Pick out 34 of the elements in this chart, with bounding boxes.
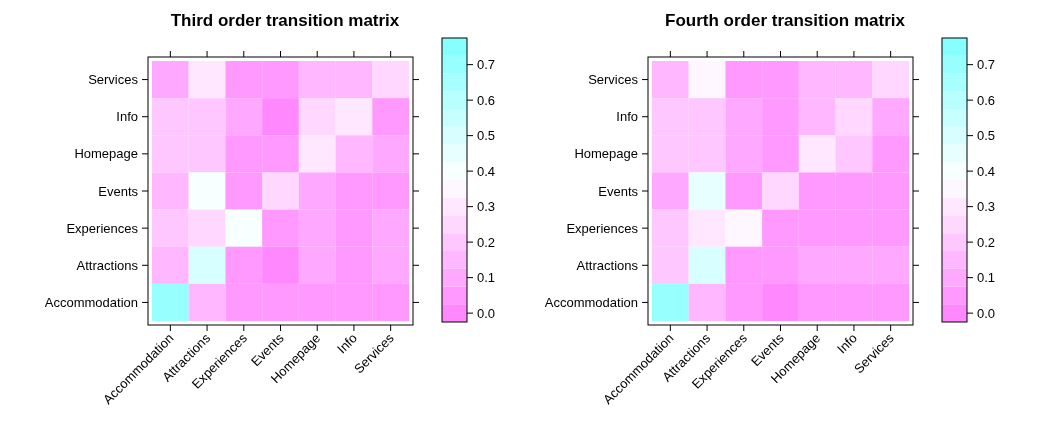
color-bar-label: 0.2 <box>477 234 496 250</box>
color-bar-label: 0.3 <box>477 199 496 215</box>
y-tick-label: Info <box>616 109 638 125</box>
color-bar-label: 0.0 <box>977 305 996 321</box>
x-tick-label: Info <box>834 330 861 357</box>
color-bar-label: 0.0 <box>477 305 496 321</box>
x-tick-label: Info <box>334 330 361 357</box>
color-bar-label: 0.6 <box>977 92 996 108</box>
y-tick-label: Attractions <box>576 257 639 273</box>
color-bar-label: 0.1 <box>477 270 496 286</box>
y-tick-label: Accommodation <box>544 294 638 310</box>
color-bar-label: 0.4 <box>977 163 996 179</box>
color-bar-label: 0.5 <box>477 128 496 144</box>
chart-title: Fourth order transition matrix <box>665 11 906 30</box>
y-tick-label: Info <box>116 109 138 125</box>
chart-title: Third order transition matrix <box>170 11 400 30</box>
color-bar-label: 0.4 <box>477 163 496 179</box>
y-tick-label: Services <box>88 72 139 88</box>
color-bar-label: 0.7 <box>977 57 996 73</box>
y-tick-label: Events <box>98 183 139 199</box>
y-tick-label: Events <box>598 183 639 199</box>
color-bar-label: 0.5 <box>977 128 996 144</box>
color-bar-label: 0.1 <box>977 270 996 286</box>
y-tick-label: Homepage <box>574 146 638 162</box>
color-bar-label: 0.3 <box>977 199 996 215</box>
y-tick-label: Homepage <box>74 146 138 162</box>
y-tick-label: Attractions <box>76 257 139 273</box>
y-tick-label: Accommodation <box>44 294 138 310</box>
y-tick-label: Experiences <box>66 220 139 236</box>
y-tick-label: Experiences <box>566 220 639 236</box>
color-bar-label: 0.2 <box>977 234 996 250</box>
color-bar-label: 0.6 <box>477 92 496 108</box>
color-bar-label: 0.7 <box>477 57 496 73</box>
y-tick-label: Services <box>588 72 639 88</box>
